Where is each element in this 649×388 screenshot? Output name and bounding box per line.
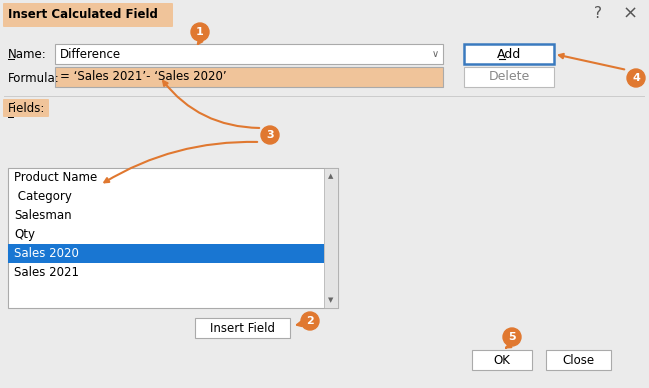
Text: 5: 5 <box>508 332 516 342</box>
FancyBboxPatch shape <box>3 99 49 117</box>
Text: Add: Add <box>497 47 521 61</box>
Text: ?: ? <box>594 7 602 21</box>
Text: 1: 1 <box>196 27 204 37</box>
Circle shape <box>503 328 521 346</box>
Circle shape <box>627 69 645 87</box>
Text: Formula:: Formula: <box>8 71 60 85</box>
Circle shape <box>191 23 209 41</box>
Text: Qty: Qty <box>14 228 35 241</box>
FancyBboxPatch shape <box>55 44 443 64</box>
Text: 3: 3 <box>266 130 274 140</box>
Text: Fields:: Fields: <box>8 102 45 114</box>
Circle shape <box>261 126 279 144</box>
Text: Sales 2020: Sales 2020 <box>14 247 79 260</box>
FancyBboxPatch shape <box>472 350 532 370</box>
Bar <box>8 168 338 308</box>
Text: Product Name: Product Name <box>14 171 97 184</box>
Text: Sales 2021: Sales 2021 <box>14 266 79 279</box>
FancyBboxPatch shape <box>195 318 290 338</box>
Text: Name:: Name: <box>8 48 47 62</box>
FancyBboxPatch shape <box>3 3 173 27</box>
Text: 4: 4 <box>632 73 640 83</box>
Text: Delete: Delete <box>489 71 530 83</box>
Text: ∨: ∨ <box>432 49 439 59</box>
Text: Close: Close <box>562 353 594 367</box>
Text: ×: × <box>622 5 637 23</box>
Circle shape <box>301 312 319 330</box>
Text: Salesman: Salesman <box>14 209 71 222</box>
Text: Difference: Difference <box>60 47 121 61</box>
Text: Category: Category <box>14 190 72 203</box>
Bar <box>324 168 338 308</box>
FancyBboxPatch shape <box>55 67 443 87</box>
Text: ▼: ▼ <box>328 297 334 303</box>
FancyBboxPatch shape <box>464 44 554 64</box>
Text: Insert Field: Insert Field <box>210 322 275 334</box>
FancyBboxPatch shape <box>464 67 554 87</box>
Text: OK: OK <box>493 353 510 367</box>
Text: = ‘Sales 2021’- ‘Sales 2020’: = ‘Sales 2021’- ‘Sales 2020’ <box>60 71 227 83</box>
Text: ▲: ▲ <box>328 173 334 179</box>
Text: Insert Calculated Field: Insert Calculated Field <box>8 9 158 21</box>
Text: 2: 2 <box>306 316 314 326</box>
Bar <box>8 244 324 263</box>
FancyBboxPatch shape <box>546 350 611 370</box>
